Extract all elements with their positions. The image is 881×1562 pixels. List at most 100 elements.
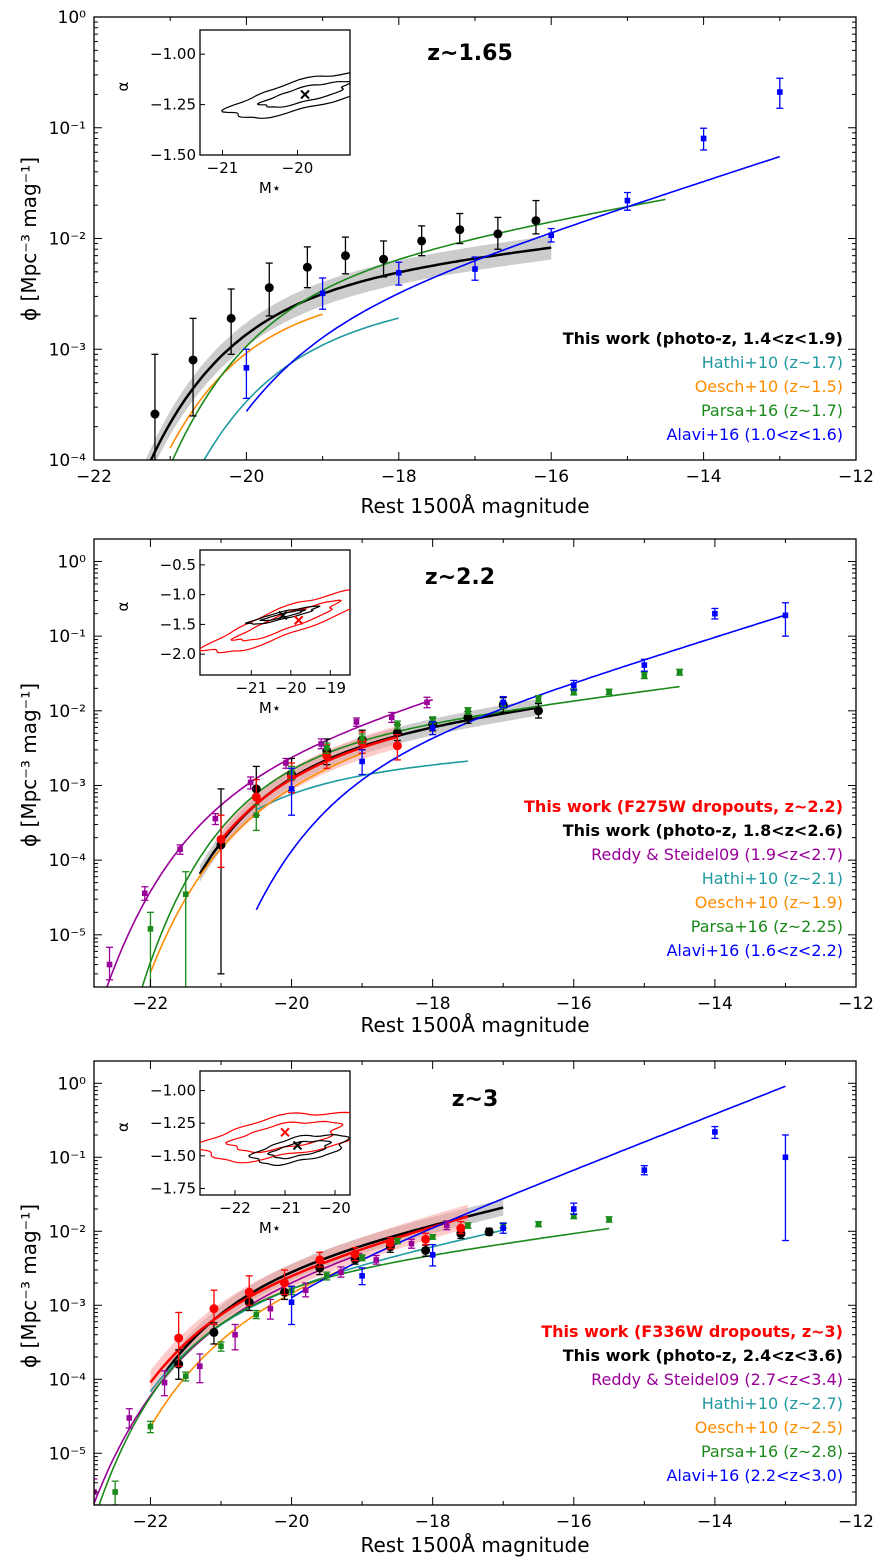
inset-x-label: M⋆ bbox=[259, 1219, 281, 1237]
data-point bbox=[493, 216, 503, 250]
marker bbox=[424, 699, 430, 706]
marker bbox=[408, 1240, 415, 1247]
y-axis-label: ϕ [Mpc⁻³ mag⁻¹] bbox=[17, 157, 41, 321]
marker bbox=[147, 926, 154, 932]
marker bbox=[396, 270, 402, 276]
marker bbox=[315, 1255, 325, 1265]
data-point bbox=[226, 288, 236, 355]
data-point bbox=[776, 77, 784, 109]
marker bbox=[212, 815, 219, 822]
marker bbox=[641, 662, 648, 668]
marker bbox=[570, 1213, 577, 1219]
marker bbox=[177, 846, 183, 853]
data-point bbox=[605, 688, 613, 696]
fit-line bbox=[106, 698, 433, 987]
data-point bbox=[317, 738, 325, 750]
data-point bbox=[455, 212, 465, 245]
panel-title: z~3 bbox=[452, 1087, 499, 1112]
data-point bbox=[302, 246, 312, 289]
marker bbox=[216, 834, 226, 844]
data-point bbox=[534, 702, 543, 719]
marker bbox=[209, 1327, 219, 1337]
x-tick-label: −14 bbox=[686, 467, 722, 487]
marker bbox=[394, 1238, 401, 1244]
marker bbox=[319, 290, 326, 297]
data-point bbox=[288, 767, 296, 816]
data-point bbox=[358, 749, 366, 776]
panel-z1-65: z~1.65 Rest 1500Å magnitude ϕ [Mpc⁻³ mag… bbox=[17, 8, 874, 518]
marker bbox=[548, 232, 554, 239]
marker bbox=[253, 812, 260, 818]
marker bbox=[182, 1373, 189, 1380]
data-point bbox=[176, 844, 184, 855]
legend-entry: Reddy & Steidel09 (2.7<z<3.4) bbox=[591, 1370, 843, 1389]
data-point bbox=[395, 261, 403, 286]
data-point bbox=[711, 1125, 719, 1140]
data-point bbox=[358, 1267, 366, 1286]
legend-entry: Parsa+16 (z~2.8) bbox=[701, 1442, 843, 1461]
marker bbox=[288, 1299, 295, 1306]
data-point bbox=[302, 1282, 310, 1298]
data-point bbox=[417, 225, 427, 257]
inset-x-label: M⋆ bbox=[259, 179, 281, 197]
marker bbox=[465, 1222, 471, 1229]
data-point bbox=[429, 1234, 437, 1240]
data-point bbox=[252, 804, 260, 832]
fit-band bbox=[145, 235, 552, 460]
marker bbox=[465, 708, 471, 714]
inset-y-tick-label: −1.0 bbox=[160, 586, 196, 604]
best-fit-cross bbox=[300, 89, 310, 100]
x-tick-label: −12 bbox=[838, 994, 874, 1014]
marker bbox=[182, 891, 189, 897]
marker bbox=[421, 1234, 431, 1244]
data-point bbox=[252, 1309, 260, 1320]
marker bbox=[324, 1273, 330, 1279]
legend-entry: This work (photo-z, 1.8<z<2.6) bbox=[563, 821, 843, 840]
marker bbox=[244, 1287, 254, 1297]
x-tick-label: −16 bbox=[533, 467, 569, 487]
best-fit-cross bbox=[280, 1127, 290, 1138]
x-tick-label: −18 bbox=[415, 1512, 451, 1532]
confidence-contour bbox=[259, 609, 308, 622]
legend-entry: Alavi+16 (1.6<z<2.2) bbox=[666, 941, 843, 960]
plot-area bbox=[94, 1085, 789, 1505]
marker bbox=[624, 197, 631, 204]
marker bbox=[463, 712, 473, 722]
data-point bbox=[443, 1220, 451, 1231]
best-fit-cross bbox=[292, 1140, 303, 1151]
data-point bbox=[484, 1227, 494, 1237]
fit-line bbox=[98, 1227, 610, 1505]
data-point bbox=[676, 668, 684, 676]
inset-y-label: α bbox=[114, 81, 132, 91]
inset-y-tick-label: −1.00 bbox=[150, 1082, 196, 1100]
data-point bbox=[392, 733, 402, 761]
data-point bbox=[781, 602, 789, 637]
fit-line bbox=[198, 706, 539, 875]
data-point bbox=[337, 1266, 345, 1278]
marker bbox=[500, 699, 507, 706]
marker bbox=[264, 283, 274, 293]
marker bbox=[243, 364, 250, 371]
marker bbox=[392, 741, 402, 751]
data-point bbox=[323, 742, 331, 754]
inset-y-tick-label: −1.25 bbox=[150, 1114, 196, 1132]
fit-line bbox=[255, 614, 786, 911]
data-point bbox=[161, 1370, 169, 1397]
marker bbox=[429, 1234, 436, 1240]
marker bbox=[641, 1167, 648, 1173]
data-point bbox=[288, 1285, 296, 1326]
confidence-contour bbox=[200, 1111, 350, 1164]
marker bbox=[106, 961, 113, 968]
data-point bbox=[150, 353, 160, 460]
x-tick-label: −12 bbox=[838, 467, 874, 487]
legend-entry: Oesch+10 (z~1.5) bbox=[695, 377, 843, 396]
marker bbox=[535, 1221, 542, 1227]
panel-z3: z~3 Rest 1500Å magnitude ϕ [Mpc⁻³ mag⁻¹]… bbox=[17, 1060, 874, 1557]
marker bbox=[676, 669, 683, 675]
y-tick-label: 10⁻¹ bbox=[49, 1148, 86, 1168]
data-point bbox=[499, 1222, 507, 1234]
data-point bbox=[188, 317, 198, 417]
inset-y-tick-label: −2.0 bbox=[160, 645, 196, 663]
fit-line bbox=[94, 1252, 363, 1504]
panel-title: z~1.65 bbox=[427, 41, 513, 66]
